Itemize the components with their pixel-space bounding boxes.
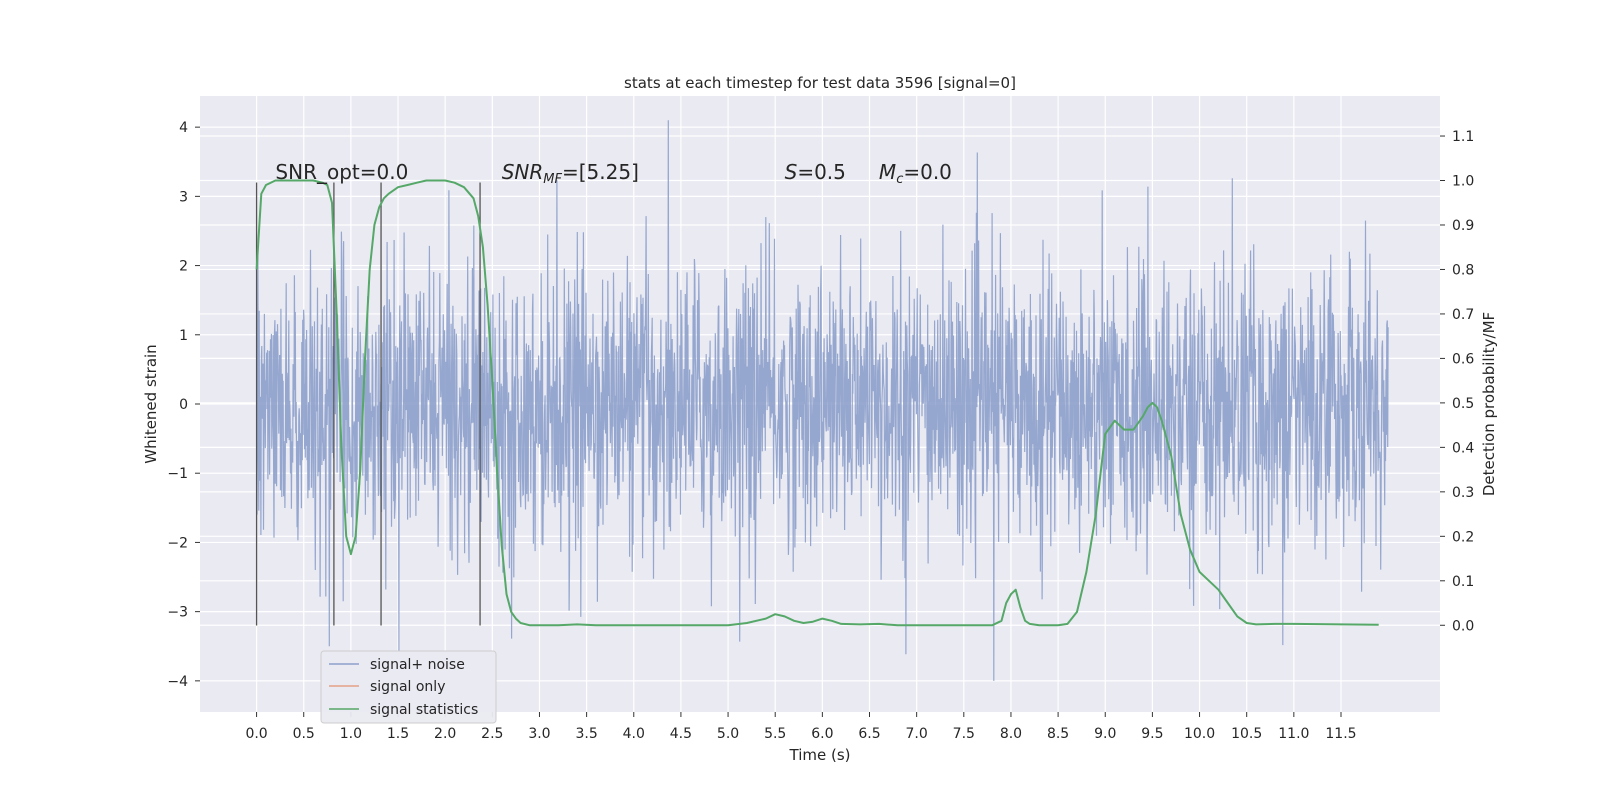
y-left-tick-label: −3 [167,605,188,621]
x-tick-label: 4.0 [623,726,645,742]
legend-label-signal-statistics: signal statistics [370,702,478,718]
y-right-tick-label: 0.8 [1452,262,1474,278]
x-tick-label: 2.5 [481,726,503,742]
x-tick-label: 1.0 [340,726,362,742]
y-left-axis-ticks: −4 −3 −2 −1 0 1 2 3 4 [167,120,200,690]
y-right-axis-ticks: 0.0 0.1 0.2 0.3 0.4 0.5 0.6 0.7 0.8 0.9 1.0 1.1 [1440,129,1474,634]
x-axis-label: Time (s) [789,746,851,764]
annotation-0: SNR_opt=0.0 [275,160,408,184]
y-left-axis-label: Whitened strain [142,344,160,463]
series-signal-noise [256,120,1389,681]
y-left-tick-label: 2 [179,259,188,275]
x-tick-label: 10.0 [1184,726,1215,742]
x-tick-label: 4.5 [670,726,692,742]
x-tick-label: 2.0 [434,726,456,742]
legend-label-signal-noise: signal+ noise [370,657,465,673]
annotations: SNR_opt=0.0 SNRMF=[5.25] S=0.5 Mc=0.0 [275,160,951,187]
x-tick-label: 11.5 [1325,726,1356,742]
y-right-tick-label: 0.0 [1452,618,1474,634]
legend: signal+ noise signal only signal statist… [320,650,497,724]
y-right-tick-label: 0.3 [1452,485,1474,501]
y-right-tick-label: 0.1 [1452,574,1474,590]
x-tick-label: 6.0 [811,726,833,742]
x-tick-label: 7.0 [906,726,928,742]
legend-box [320,650,497,724]
x-tick-label: 6.5 [858,726,880,742]
y-right-tick-label: 0.9 [1452,218,1474,234]
y-left-tick-label: 4 [179,120,188,136]
x-tick-label: 1.5 [387,726,409,742]
y-right-tick-label: 0.2 [1452,529,1474,545]
x-tick-label: 5.5 [764,726,786,742]
y-right-tick-label: 1.1 [1452,129,1474,145]
y-right-axis-label: Detection probability/MF [1480,312,1498,496]
y-left-tick-label: −1 [167,466,188,482]
y-left-tick-label: 3 [179,189,188,205]
y-right-tick-label: 0.5 [1452,396,1474,412]
x-tick-label: 11.0 [1278,726,1309,742]
annotation-3: Mc=0.0 [879,160,952,187]
x-tick-label: 8.5 [1047,726,1069,742]
y-left-tick-label: −2 [167,535,188,551]
y-left-tick-label: 1 [179,328,188,344]
annotation-1: SNRMF=[5.25] [502,160,639,187]
x-axis-ticks: 0.0 0.5 1.0 1.5 2.0 2.5 3.0 3.5 4.0 4.5 5.0 5.5 6.0 6… [245,712,1357,742]
x-tick-label: 7.5 [953,726,975,742]
x-tick-label: 8.0 [1000,726,1022,742]
y-right-tick-label: 0.6 [1452,351,1474,367]
x-tick-label: 10.5 [1231,726,1262,742]
chart-title: stats at each timestep for test data 359… [624,74,1016,92]
noise-trace [256,120,1389,681]
y-right-tick-label: 1.0 [1452,174,1474,190]
y-left-tick-label: −4 [167,674,188,690]
y-right-tick-label: 0.7 [1452,307,1474,323]
annotation-2: S=0.5 [785,160,846,184]
signal-statistics-line [255,179,1379,627]
x-tick-label: 0.5 [293,726,315,742]
x-tick-label: 9.0 [1094,726,1116,742]
y-left-tick-label: 0 [179,397,188,413]
y-right-tick-label: 0.4 [1452,440,1474,456]
series-signal-statistics [255,179,1379,627]
x-tick-label: 5.0 [717,726,739,742]
x-tick-label: 9.5 [1141,726,1163,742]
x-tick-label: 3.5 [575,726,597,742]
legend-label-signal-only: signal only [370,679,445,695]
x-tick-label: 0.0 [245,726,267,742]
x-tick-label: 3.0 [528,726,550,742]
